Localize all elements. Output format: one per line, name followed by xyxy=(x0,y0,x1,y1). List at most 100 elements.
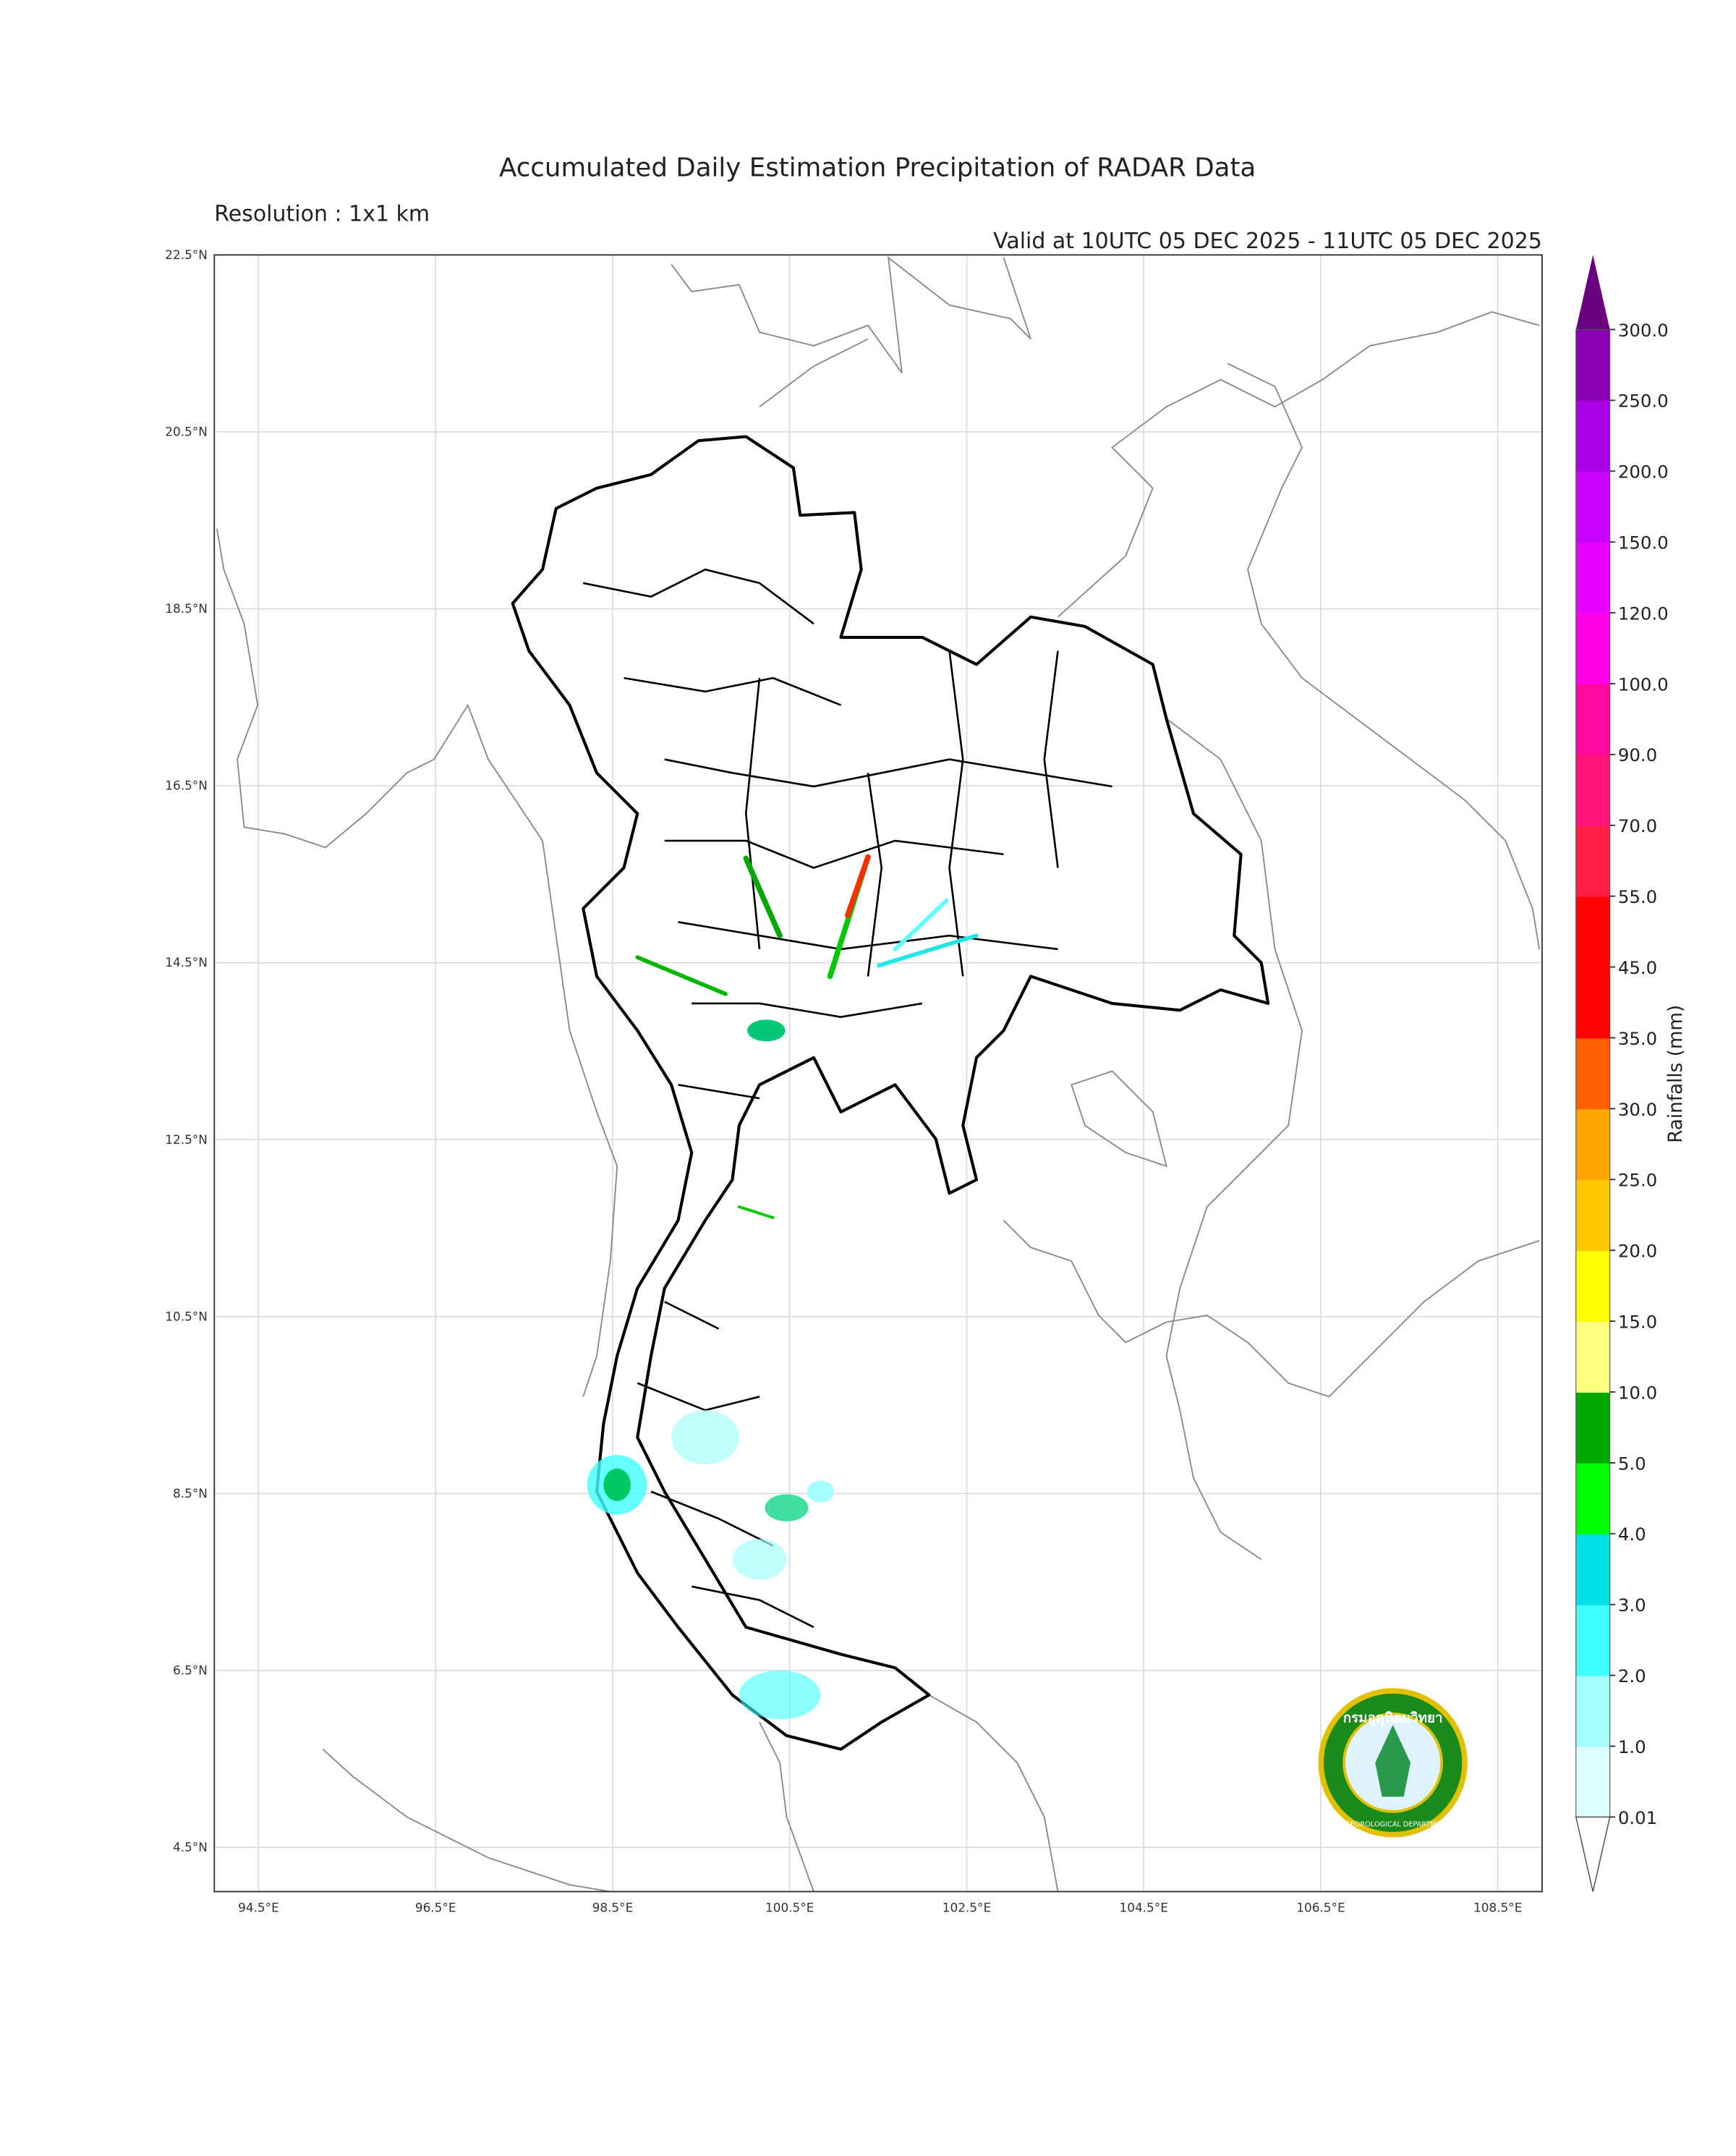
coastline xyxy=(322,1694,1059,1893)
y-tick-label: 12.5°N xyxy=(165,1132,208,1147)
logo: กรมอุตุนิยมวิทยา METEOROLOGICAL DEPARTME… xyxy=(1318,1688,1468,1838)
x-tick-label: 96.5°E xyxy=(415,1901,456,1915)
rain-patch xyxy=(747,1019,786,1042)
colorbar-segment xyxy=(1575,1108,1610,1181)
x-tick-label: 104.5°E xyxy=(1120,1901,1168,1915)
colorbar-segment xyxy=(1575,754,1610,826)
colorbar-tick-label: 0.01 xyxy=(1618,1807,1657,1828)
colorbar-segment xyxy=(1575,1179,1610,1252)
rain-echoes xyxy=(587,854,979,1720)
colorbar-tick-label: 1.0 xyxy=(1618,1736,1646,1757)
rain-streak xyxy=(738,1205,775,1219)
rain-patch xyxy=(671,1410,739,1465)
country-outline xyxy=(511,435,1270,1751)
colorbar-segment xyxy=(1575,1037,1610,1110)
colorbar-tick-label: 3.0 xyxy=(1618,1595,1646,1616)
colorbar-segment xyxy=(1575,329,1610,402)
y-tick-label: 18.5°N xyxy=(165,601,208,616)
x-tick-label: 108.5°E xyxy=(1473,1901,1522,1915)
colorbar-frame xyxy=(1575,328,1611,1818)
colorbar-tick-label: 100.0 xyxy=(1618,674,1669,695)
y-tick-label: 6.5°N xyxy=(173,1663,208,1677)
rain-streak xyxy=(743,855,783,938)
colorbar-over xyxy=(1575,255,1610,330)
colorbar-tick-label: 70.0 xyxy=(1618,815,1657,836)
colorbar-tick-label: 45.0 xyxy=(1618,957,1657,978)
y-tick-label: 22.5°N xyxy=(165,247,208,262)
province-borders xyxy=(582,568,1112,1629)
y-tick-label: 14.5°N xyxy=(165,955,208,969)
y-tick-label: 4.5°N xyxy=(173,1840,208,1854)
colorbar-segment xyxy=(1575,1321,1610,1393)
colorbar-segment xyxy=(1575,896,1610,968)
colorbar-segment xyxy=(1575,1533,1610,1605)
colorbar-tick-label: 10.0 xyxy=(1618,1382,1657,1403)
colorbar-segment xyxy=(1575,683,1610,755)
x-tick-label: 106.5°E xyxy=(1296,1901,1345,1915)
rain-streak xyxy=(845,854,871,918)
logo-thai: กรมอุตุนิยมวิทยา xyxy=(1343,1710,1443,1726)
colorbar-segment xyxy=(1575,1392,1610,1464)
border xyxy=(1165,718,1303,1561)
colorbar-tick-label: 2.0 xyxy=(1618,1665,1646,1686)
map-frame xyxy=(213,254,1543,1893)
colorbar-tick-label: 35.0 xyxy=(1618,1028,1657,1049)
coastline xyxy=(216,528,618,1397)
colorbar-tick-label: 25.0 xyxy=(1618,1170,1657,1191)
colorbar-segment xyxy=(1575,825,1610,897)
x-tick-label: 102.5°E xyxy=(943,1901,991,1915)
logo-english: METEOROLOGICAL DEPARTMENT xyxy=(1335,1821,1450,1829)
valid-time: Valid at 10UTC 05 DEC 2025 - 11UTC 05 DE… xyxy=(993,229,1542,254)
colorbar-tick-label: 250.0 xyxy=(1618,391,1669,412)
colorbar-tick-label: 55.0 xyxy=(1618,886,1657,907)
rain-patch xyxy=(603,1468,631,1501)
y-tick-label: 8.5°N xyxy=(173,1486,208,1501)
colorbar-tick-label: 150.0 xyxy=(1618,532,1669,553)
colorbar-tick-label: 120.0 xyxy=(1618,603,1669,624)
colorbar-tick-label: 4.0 xyxy=(1618,1524,1646,1545)
border xyxy=(759,311,1540,618)
title: Accumulated Daily Estimation Precipitati… xyxy=(499,153,1256,183)
colorbar-segment xyxy=(1575,1250,1610,1323)
colorbar-label: Rainfalls (mm) xyxy=(1665,1005,1687,1143)
logo-figure xyxy=(1375,1725,1410,1797)
colorbar-segment xyxy=(1575,1746,1610,1818)
y-tick-label: 16.5°N xyxy=(165,778,208,793)
colorbar: 0.01 1.0 2.0 3.0 4.0 5.0 10.0 15.0 20.0 25.0 30.0 3… xyxy=(1575,255,1669,1892)
rain-patch xyxy=(807,1480,835,1503)
y-tick-label: 20.5°N xyxy=(165,425,208,439)
colorbar-segment xyxy=(1575,1604,1610,1676)
colorbar-segment xyxy=(1575,471,1610,543)
rain-streak xyxy=(635,955,728,996)
coastline xyxy=(671,255,1031,373)
colorbar-segment xyxy=(1575,613,1610,684)
colorbar-segment xyxy=(1575,967,1610,1039)
coastline xyxy=(1071,1070,1167,1168)
coastline xyxy=(1003,1220,1540,1398)
colorbar-segment xyxy=(1575,400,1610,472)
colorbar-tick-label: 30.0 xyxy=(1618,1099,1657,1120)
x-tick-label: 94.5°E xyxy=(238,1901,279,1915)
coastline xyxy=(1227,362,1541,950)
rain-streak xyxy=(893,898,949,951)
colorbar-segment xyxy=(1575,1462,1610,1535)
rain-patch xyxy=(739,1671,821,1720)
colorbar-tick-label: 90.0 xyxy=(1618,744,1657,765)
colorbar-tick-label: 15.0 xyxy=(1618,1311,1657,1332)
rain-patch xyxy=(732,1539,787,1580)
colorbar-segment xyxy=(1575,1675,1610,1747)
colorbar-tick-label: 200.0 xyxy=(1618,462,1669,483)
colorbar-segment xyxy=(1575,542,1610,614)
rain-streak xyxy=(877,933,979,968)
subtitle: Resolution : 1x1 km xyxy=(214,202,430,227)
y-tick-label: 10.5°N xyxy=(165,1309,208,1323)
colorbar-tick-label: 20.0 xyxy=(1618,1241,1657,1262)
x-tick-label: 100.5°E xyxy=(765,1901,814,1915)
colorbar-under xyxy=(1575,1816,1611,1892)
colorbar-tick-label: 300.0 xyxy=(1618,320,1669,341)
grid xyxy=(214,254,1542,1892)
geography xyxy=(216,255,1541,1893)
rain-patch xyxy=(765,1494,809,1521)
colorbar-tick-label: 5.0 xyxy=(1618,1453,1646,1474)
